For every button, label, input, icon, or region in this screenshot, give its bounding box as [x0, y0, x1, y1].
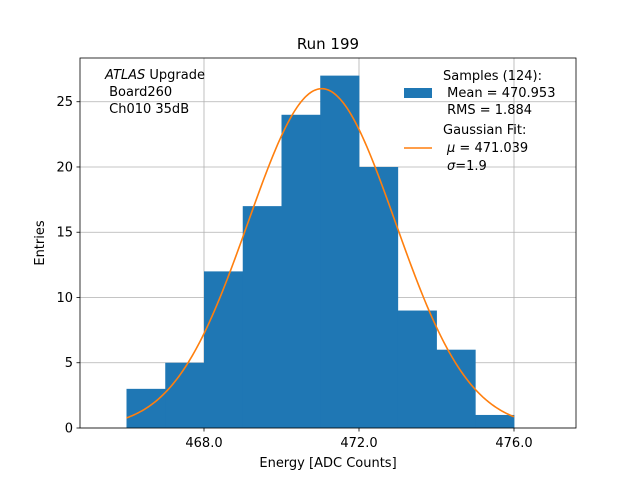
y-tick-label: 5 — [65, 356, 73, 371]
histogram-bar — [397, 310, 437, 428]
annotation-line-2: Board260 — [105, 85, 172, 100]
legend-samples-swatch — [404, 88, 432, 98]
gaussian-fit-line — [126, 87, 515, 419]
x-tick-label: 476.0 — [495, 436, 532, 451]
legend-mu-symbol: μ — [446, 141, 455, 156]
gaussian-fit-curve — [126, 87, 515, 419]
histogram-bar — [320, 75, 360, 428]
legend-samples-mean: Mean = 470.953 — [443, 86, 555, 101]
y-tick-label: 10 — [56, 291, 73, 306]
y-tick-label: 25 — [56, 95, 73, 110]
legend-samples-rms: RMS = 1.884 — [443, 103, 532, 118]
x-axis-label: Energy [ADC Counts] — [259, 456, 396, 471]
y-tick-label: 0 — [65, 422, 73, 437]
y-tick-label: 15 — [56, 226, 73, 241]
annotation-line-1: ATLAS Upgrade — [104, 68, 205, 83]
axis-ticks: 468.0 472.0 476.0 0 5 10 15 20 25 — [56, 95, 532, 451]
legend-fit-mu: μ = 471.039 — [446, 141, 528, 156]
chart-title: Run 199 — [297, 35, 359, 53]
x-tick-label: 472.0 — [340, 436, 377, 451]
legend-fit-sigma: σ=1.9 — [447, 159, 487, 174]
y-axis-label: Entries — [33, 220, 48, 266]
histogram-bar — [242, 206, 282, 428]
annotation-atlas: ATLAS — [104, 68, 145, 83]
annotation-upgrade: Upgrade — [145, 68, 205, 83]
histogram-bars — [126, 75, 515, 429]
legend-samples-title: Samples (124): — [443, 69, 542, 84]
histogram-bar — [475, 414, 515, 428]
atlas-annotation: ATLAS Upgrade Board260 Ch010 35dB — [104, 68, 205, 117]
legend-sigma-symbol: σ — [447, 159, 456, 174]
histogram-bar — [204, 271, 244, 428]
y-tick-label: 20 — [56, 160, 73, 175]
legend: Samples (124): Mean = 470.953 RMS = 1.88… — [404, 69, 555, 174]
histogram-bar — [281, 114, 321, 428]
plot-frame — [79, 57, 577, 429]
annotation-line-3: Ch010 35dB — [105, 102, 189, 117]
histogram-bar — [165, 362, 205, 428]
legend-fit-title: Gaussian Fit: — [443, 123, 526, 138]
histogram-bar — [359, 166, 399, 429]
legend-sigma-value: =1.9 — [455, 159, 487, 174]
legend-mu-value: = 471.039 — [455, 141, 528, 156]
x-tick-label: 468.0 — [185, 436, 222, 451]
histogram-bar — [436, 349, 476, 428]
